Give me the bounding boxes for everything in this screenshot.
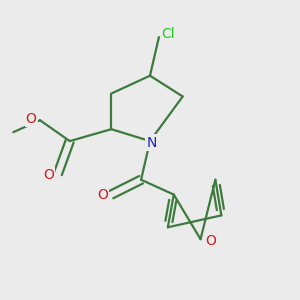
Text: O: O — [206, 234, 216, 248]
Text: O: O — [97, 188, 108, 202]
Text: Cl: Cl — [161, 27, 175, 41]
Text: O: O — [26, 112, 37, 126]
Text: O: O — [44, 168, 54, 182]
Text: N: N — [146, 136, 157, 150]
